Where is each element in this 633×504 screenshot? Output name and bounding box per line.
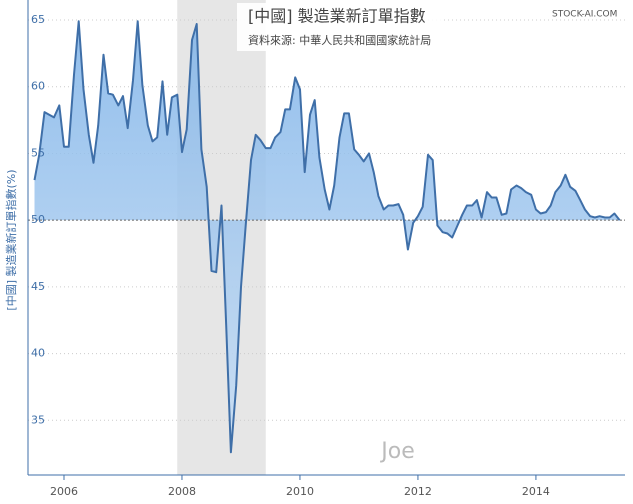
- watermark: Joe: [379, 439, 414, 464]
- chart-title: [中國] 製造業新訂單指數: [248, 7, 426, 26]
- y-tick-label: 55: [31, 146, 45, 159]
- y-tick-label: 65: [31, 13, 45, 26]
- x-tick-label: 2010: [286, 485, 314, 498]
- chart-subtitle: 資料來源: 中華人民共和國國家統計局: [248, 33, 431, 47]
- plot-underlay: [28, 0, 625, 475]
- source-label: STOCK-AI.COM: [552, 10, 617, 20]
- y-tick-label: 40: [31, 347, 45, 360]
- x-tick-label: 2008: [168, 485, 196, 498]
- line: [33, 20, 621, 454]
- x-tick-label: 2006: [50, 485, 78, 498]
- y-tick-label: 50: [31, 213, 45, 226]
- title-box: [237, 3, 442, 51]
- y-tick-label: 45: [31, 280, 45, 293]
- x-tick-label: 2012: [404, 485, 432, 498]
- y-tick-label: 35: [31, 413, 45, 426]
- y-axis-label: [中國] 製造業新訂單指數(%): [4, 169, 18, 310]
- area: [34, 21, 620, 453]
- y-tick-label: 60: [31, 80, 45, 93]
- plot-marks: [28, 20, 625, 454]
- x-tick-label: 2014: [522, 485, 550, 498]
